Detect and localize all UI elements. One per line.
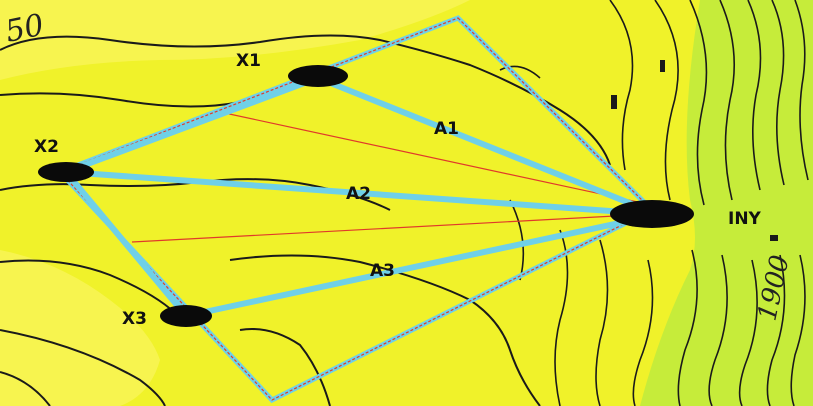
contour-line xyxy=(509,199,525,281)
beam-a2 xyxy=(63,169,655,217)
contour-line xyxy=(790,254,806,406)
beam-x1-x2 xyxy=(63,75,321,175)
contour-line xyxy=(609,0,634,171)
station-marker-x3 xyxy=(160,305,212,327)
steep-slope-zone xyxy=(640,0,813,406)
sight-line-lower xyxy=(131,213,653,243)
label-a2: A2 xyxy=(346,184,371,204)
contour-line xyxy=(0,371,51,406)
terrain-mark xyxy=(611,95,617,109)
survey-polygon xyxy=(55,15,657,404)
terrain-marks xyxy=(611,60,778,241)
terrain-mark xyxy=(770,235,778,241)
contour-line xyxy=(632,259,654,406)
interior-sight-lines xyxy=(131,111,653,243)
contour-line xyxy=(0,92,241,108)
contour-line xyxy=(677,249,698,406)
contour-line xyxy=(0,259,181,319)
label-a1: A1 xyxy=(434,119,459,139)
beam-a3 xyxy=(183,213,655,319)
label-a3: A3 xyxy=(370,261,395,281)
pale-zone-left xyxy=(0,250,160,406)
beam-a1 xyxy=(315,75,655,215)
contour-line xyxy=(0,329,166,406)
label-x1: X1 xyxy=(236,51,261,71)
contour-line xyxy=(708,254,728,406)
contour-value-top-left: 50 xyxy=(2,8,47,50)
contour-line xyxy=(738,259,758,406)
contour-line xyxy=(747,0,762,191)
contour-line xyxy=(499,65,541,79)
contour-line xyxy=(654,0,679,201)
beam-x2-x3 xyxy=(63,169,189,319)
contour-line xyxy=(239,328,331,406)
pale-zone-top-left xyxy=(0,0,470,80)
contour-line xyxy=(719,0,736,201)
label-x3: X3 xyxy=(122,309,147,329)
contour-line xyxy=(689,0,708,206)
contour-line xyxy=(0,34,611,166)
contour-line xyxy=(771,0,785,186)
contour-line xyxy=(229,254,541,406)
label-iny: INY xyxy=(728,209,762,229)
contour-line xyxy=(794,0,809,181)
terrain-mark xyxy=(660,60,665,72)
contour-line xyxy=(595,239,609,406)
station-marker-x1 xyxy=(288,65,348,87)
station-markers xyxy=(38,65,694,327)
contour-line xyxy=(766,254,786,406)
survey-polygon-inner-line xyxy=(58,17,654,401)
label-x2: X2 xyxy=(34,137,59,157)
station-marker-iny xyxy=(610,200,694,228)
beam-lines xyxy=(63,75,655,319)
sight-line-upper xyxy=(219,111,653,206)
station-marker-x2 xyxy=(38,162,94,182)
